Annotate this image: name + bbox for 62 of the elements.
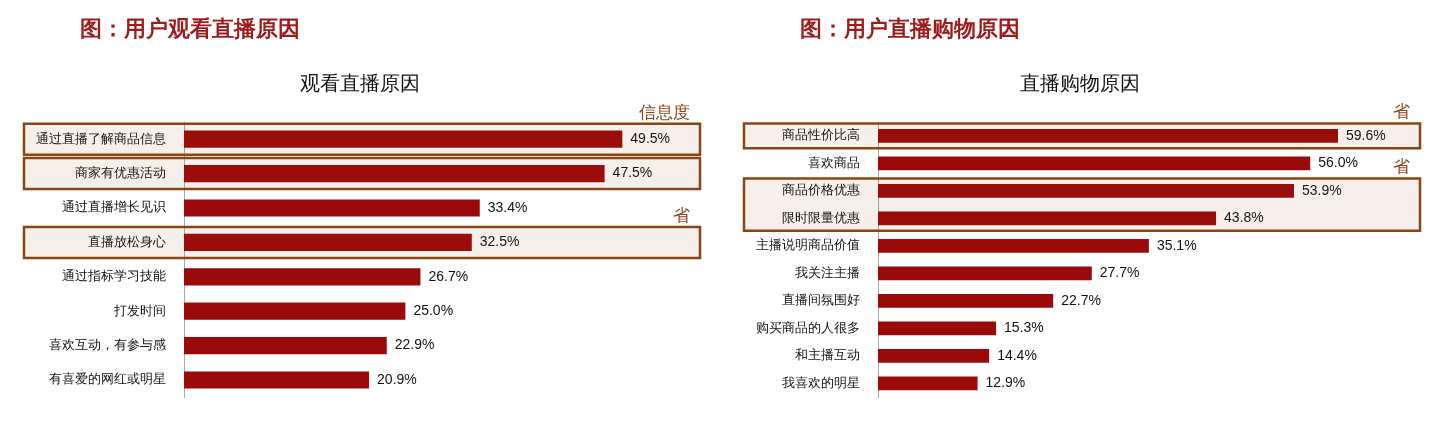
bar [878, 294, 1054, 308]
y-tick-label: 主播说明商品价值 [756, 237, 860, 253]
bar [184, 165, 605, 183]
data-label: 33.4% [487, 198, 528, 215]
data-label: 35.1% [1156, 236, 1197, 253]
band-label: 信息度 [639, 101, 690, 122]
bar [878, 321, 997, 336]
data-label: 56.0% [1318, 154, 1358, 171]
y-tick-label: 打发时间 [113, 302, 166, 318]
chart-subtitle: 观看直播原因 [299, 70, 421, 97]
y-tick-label: 商家有优惠活动 [75, 164, 166, 180]
data-label: 53.9% [1302, 181, 1342, 198]
bar [184, 268, 421, 286]
data-label: 15.3% [1004, 319, 1044, 336]
data-label: 47.5% [612, 164, 653, 181]
y-tick-label: 通过指标学习技能 [62, 268, 166, 284]
data-label: 25.0% [413, 302, 454, 319]
bar [878, 183, 1295, 198]
band-label: 省 [673, 204, 690, 225]
bar [184, 371, 370, 389]
y-tick-label: 我关注主播 [795, 264, 860, 280]
y-tick-label: 和主播互动 [795, 347, 860, 363]
band-label: 省 [1393, 156, 1410, 177]
bar [878, 156, 1311, 171]
data-label: 27.7% [1099, 264, 1140, 281]
y-tick-label: 限时限量优惠 [782, 209, 860, 225]
band-label: 省 [1393, 101, 1410, 122]
y-tick-label: 商品价格优惠 [782, 182, 860, 198]
bar [878, 349, 990, 363]
y-tick-label: 有喜爱的网红或明星 [49, 371, 166, 387]
y-tick-label: 购买商品的人很多 [756, 319, 860, 335]
bar [184, 233, 472, 251]
data-label: 59.6% [1346, 126, 1386, 143]
data-label: 43.8% [1224, 209, 1264, 226]
bar [184, 130, 623, 148]
data-label: 14.4% [997, 346, 1037, 363]
data-label: 32.5% [479, 233, 520, 250]
bar [184, 337, 387, 355]
data-label: 26.7% [428, 267, 469, 284]
bar [184, 302, 406, 320]
y-tick-label: 商品性价比高 [782, 127, 860, 143]
chart-title: 图：用户观看直播原因 [80, 15, 300, 43]
data-label: 22.9% [394, 336, 435, 353]
y-tick-label: 通过直播了解商品信息 [36, 130, 166, 146]
y-tick-label: 直播间氛围好 [782, 292, 860, 308]
y-tick-label: 喜欢互动，有参与感 [49, 336, 166, 352]
y-tick-label: 通过直播增长见识 [62, 199, 166, 215]
bar [184, 199, 480, 217]
bar [878, 238, 1149, 253]
chart-subtitle: 直播购物原因 [1019, 70, 1141, 97]
y-tick-label: 喜欢商品 [808, 154, 860, 170]
y-tick-label: 直播放松身心 [88, 233, 166, 249]
data-label: 20.9% [377, 370, 417, 387]
y-tick-label: 我喜欢的明星 [782, 374, 860, 390]
data-label: 12.9% [985, 374, 1026, 391]
data-label: 49.5% [630, 130, 671, 147]
bar [878, 128, 1338, 143]
chart-title: 图：用户直播购物原因 [800, 15, 1020, 43]
data-label: 22.7% [1061, 291, 1101, 308]
bar [878, 211, 1217, 226]
bar [878, 266, 1092, 281]
bar [878, 376, 978, 391]
